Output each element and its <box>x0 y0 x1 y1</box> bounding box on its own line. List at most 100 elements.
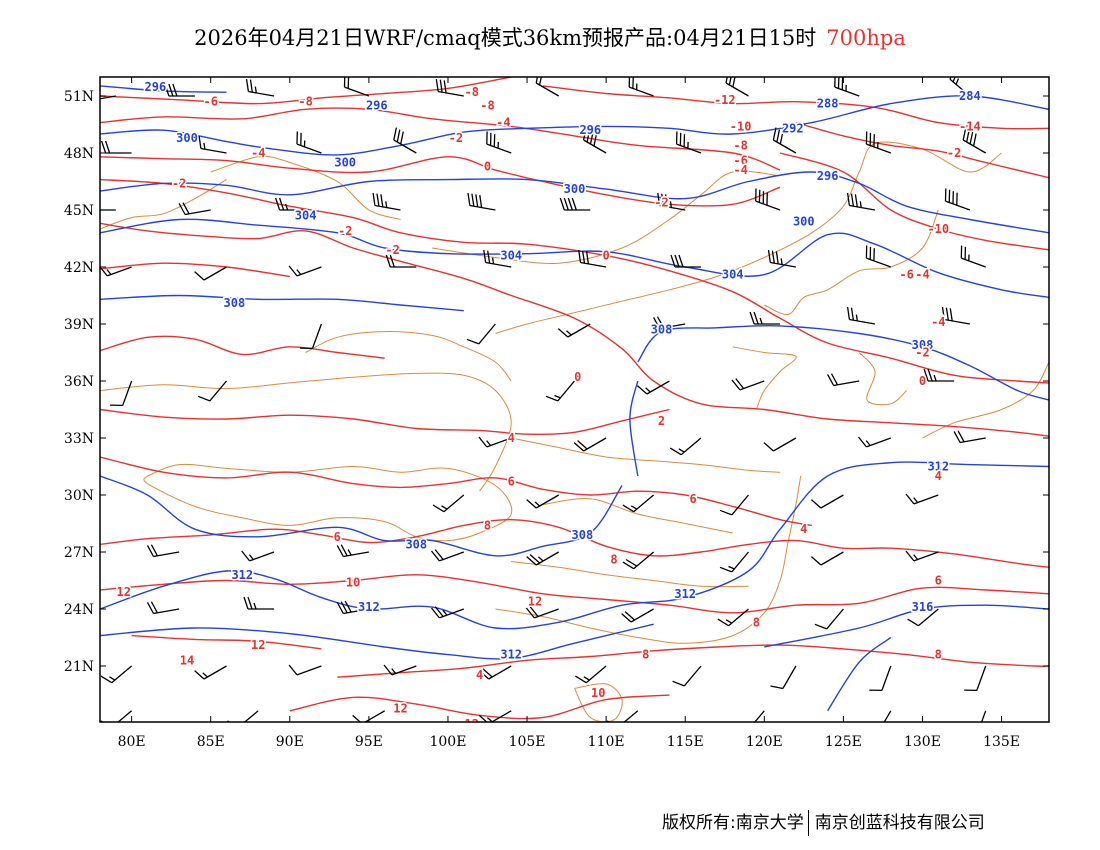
wind-barb <box>628 77 654 97</box>
boundary-line <box>764 209 939 316</box>
wind-barb <box>146 601 180 615</box>
height-contour-label: 300 <box>176 131 198 145</box>
wind-barb <box>941 306 971 325</box>
wind-barb <box>657 192 686 211</box>
height-contour-label: 300 <box>793 214 815 228</box>
height-contour <box>764 604 1049 648</box>
wind-barb <box>770 665 797 690</box>
temperature-contour <box>289 694 670 720</box>
wind-barb <box>467 192 496 211</box>
wind-barb <box>197 380 227 402</box>
wind-barb <box>949 77 971 97</box>
wind-barb <box>953 430 986 444</box>
height-contour <box>100 95 1049 156</box>
temperature-contour <box>100 77 512 105</box>
temperature-contour-label: 10 <box>346 575 360 589</box>
wind-barb <box>731 378 765 391</box>
temperature-contour-label: -2 <box>385 243 399 257</box>
temperature-contour-label: 8 <box>610 553 617 567</box>
temperature-contour <box>779 152 1049 251</box>
contour-label-layer: 2962962962882842923003003002963003043043… <box>115 79 982 731</box>
wind-barb <box>336 544 370 558</box>
temperature-contour-label: -4 <box>496 116 510 130</box>
temperature-contour-label: -10 <box>927 222 949 236</box>
temperature-contour-label: 6 <box>334 530 341 544</box>
wind-barb <box>559 197 591 211</box>
lon-tick-label: 135E <box>983 734 1020 750</box>
temperature-contour-label: -8 <box>733 138 747 152</box>
wind-barb <box>336 600 370 615</box>
temperature-contour <box>100 574 1049 614</box>
lon-tick-label: 85E <box>197 734 225 750</box>
wind-barb <box>907 608 939 627</box>
temperature-contour <box>100 178 1049 384</box>
boundary-line <box>432 170 781 265</box>
boundary-line <box>511 437 781 473</box>
wind-barb <box>960 245 986 268</box>
wind-barb <box>869 665 892 692</box>
boundary-line <box>732 346 797 410</box>
temperature-contour-label: 0 <box>484 159 491 173</box>
wind-barb <box>810 551 844 566</box>
height-contour-label: 308 <box>405 537 427 551</box>
lat-tick-label: 21N <box>64 659 94 675</box>
temperature-contour-label: -2 <box>654 195 668 209</box>
height-contour-label: 304 <box>722 268 744 282</box>
wind-barb <box>526 551 560 566</box>
wind-barb <box>622 494 655 513</box>
wind-barb <box>486 131 512 154</box>
boundary-line <box>100 179 227 230</box>
temperature-contour <box>100 456 812 527</box>
lon-tick-label: 95E <box>355 734 383 750</box>
temperature-contour-label: 6 <box>508 475 515 489</box>
temperature-contour-label: 12 <box>464 717 478 731</box>
wind-barb <box>575 665 607 684</box>
temperature-contour <box>542 85 1049 130</box>
wind-barb <box>430 606 465 619</box>
temperature-contour-label: 0 <box>602 249 609 263</box>
height-contour <box>100 294 464 312</box>
height-contour-label: 312 <box>231 568 253 582</box>
wind-barb <box>865 131 892 154</box>
wind-barb <box>245 78 275 97</box>
wind-barb <box>675 131 702 154</box>
temperature-contour <box>100 335 385 359</box>
wind-barb <box>432 494 465 513</box>
wind-barb <box>755 188 781 211</box>
temperature-contour-label: 2 <box>658 414 665 428</box>
temperature-contour-label: 10 <box>591 686 605 700</box>
wind-barb <box>772 127 797 154</box>
boundary-line <box>542 498 733 534</box>
wind-barb <box>846 192 876 211</box>
wind-barb <box>466 323 496 345</box>
temperature-contour <box>131 634 322 650</box>
temperature-contour-label: 8 <box>484 518 491 532</box>
boundary-line <box>858 352 907 406</box>
height-contour <box>637 324 1049 401</box>
wind-barb <box>923 368 955 382</box>
lat-tick-label: 33N <box>64 431 94 447</box>
height-contour <box>827 636 892 712</box>
wind-barb <box>194 266 227 281</box>
wind-barb <box>343 77 370 97</box>
temperature-contour-label: 4 <box>800 522 807 536</box>
wind-barb <box>883 710 892 722</box>
map-frame <box>99 76 1050 723</box>
lon-tick-label: 105E <box>509 734 546 750</box>
temperature-contour-label: 8 <box>753 615 760 629</box>
wind-barb <box>621 608 654 623</box>
temperature-contour-label: -4 <box>915 268 929 282</box>
temperature-contour-label: -8 <box>464 85 478 99</box>
temperature-contour-label: -12 <box>714 93 736 107</box>
lon-tick-label: 110E <box>588 734 625 750</box>
wind-barb <box>100 95 116 100</box>
lat-tick-label: 24N <box>64 602 94 618</box>
lat-tick-label: 36N <box>64 374 94 390</box>
wind-barb <box>372 192 401 211</box>
wind-barb <box>100 710 133 722</box>
wind-barb <box>636 380 670 395</box>
temperature-contour <box>100 156 781 207</box>
boundary-line <box>574 683 623 722</box>
height-contour-label: 300 <box>334 156 356 170</box>
